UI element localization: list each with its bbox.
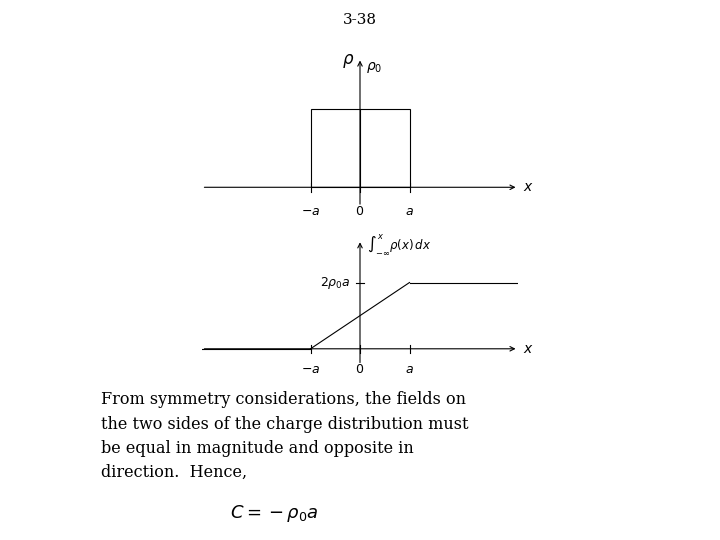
Text: $x$: $x$ [523, 180, 534, 194]
Text: $0$: $0$ [356, 363, 364, 376]
Text: $x$: $x$ [523, 342, 534, 356]
Text: $-a$: $-a$ [301, 363, 320, 376]
Bar [310, 109, 410, 187]
Text: From symmetry considerations, the fields on
the two sides of the charge distribu: From symmetry considerations, the fields… [101, 392, 468, 481]
Text: $\rho_0$: $\rho_0$ [366, 60, 382, 75]
Text: 3-38: 3-38 [343, 14, 377, 28]
Text: $-a$: $-a$ [301, 205, 320, 218]
Text: $\int_{-\infty}^{x} \rho(x)\,dx$: $\int_{-\infty}^{x} \rho(x)\,dx$ [367, 233, 431, 257]
Text: $C = -\rho_0 a$: $C = -\rho_0 a$ [230, 503, 319, 524]
Text: $2\rho_0 a$: $2\rho_0 a$ [320, 274, 351, 291]
Text: $0$: $0$ [356, 205, 364, 218]
Text: $\rho$: $\rho$ [342, 52, 354, 70]
Text: $a$: $a$ [405, 363, 414, 376]
Text: $a$: $a$ [405, 205, 414, 218]
